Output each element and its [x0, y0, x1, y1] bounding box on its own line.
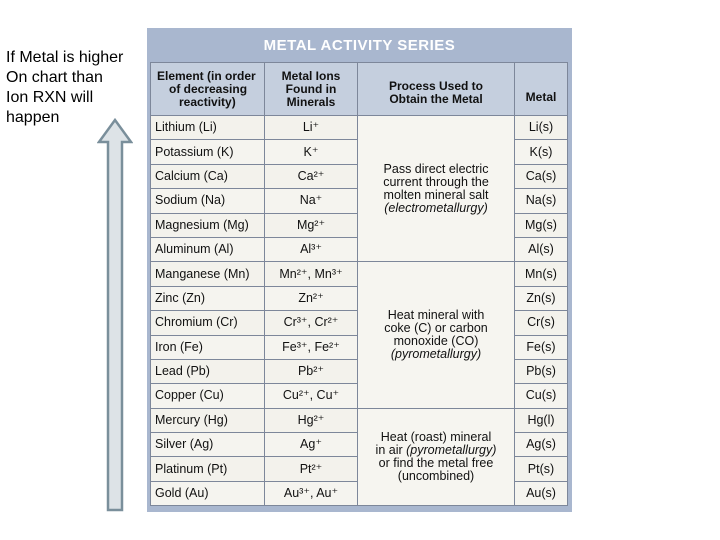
table-row: Manganese (Mn) Mn²⁺, Mn³⁺ Heat mineral wit…: [150, 261, 568, 409]
ions-cell: Mn²⁺, Mn³⁺: [264, 261, 358, 287]
process-line: (uncombined): [397, 468, 475, 483]
table-row: Zinc (Zn) Zn²⁺ Zn(s): [150, 285, 568, 312]
process-line: molten mineral salt: [383, 187, 489, 202]
header-row: Element (in order of decreasing reactivi…: [150, 62, 568, 116]
ions-cell: Cr³⁺, Cr²⁺: [264, 310, 358, 336]
element-cell: Iron (Fe): [150, 334, 265, 360]
ions-cell: Mg²⁺: [264, 212, 358, 238]
process-line: Pass direct electric: [383, 161, 489, 176]
element-cell: Calcium (Ca): [150, 163, 265, 190]
ions-cell: Al³⁺: [264, 236, 358, 263]
metal-cell: Zn(s): [514, 285, 568, 312]
metal-cell: Ca(s): [514, 163, 568, 190]
up-arrow-icon: [97, 118, 133, 512]
activity-table: Element (in order of decreasing reactivi…: [150, 62, 568, 507]
note-line: If Metal is higher: [6, 49, 124, 66]
element-cell: Lithium (Li): [150, 114, 265, 141]
element-cell: Sodium (Na): [150, 188, 265, 214]
note-line: Ion RXN will: [6, 89, 94, 106]
process-cell: Heat mineral with coke (C) or carbon monox…: [357, 261, 515, 409]
metal-cell: K(s): [514, 139, 568, 165]
element-cell: Manganese (Mn): [150, 261, 265, 287]
note-line: happen: [6, 109, 60, 126]
metal-cell: Pb(s): [514, 358, 568, 385]
table-row: Lead (Pb) Pb²⁺ Pb(s): [150, 358, 568, 385]
metal-cell: Au(s): [514, 480, 568, 507]
element-cell: Magnesium (Mg): [150, 212, 265, 238]
table-row: Gold (Au) Au³⁺, Au⁺ Au(s): [150, 480, 568, 507]
ions-cell: Pb²⁺: [264, 358, 358, 385]
ions-cell: Li⁺: [264, 114, 358, 141]
annotation-note: If Metal is higher On chart than Ion RXN…: [6, 48, 146, 128]
element-cell: Chromium (Cr): [150, 310, 265, 336]
note-line: On chart than: [6, 69, 103, 86]
process-line: monoxide (CO): [393, 334, 479, 349]
element-cell: Lead (Pb): [150, 358, 265, 385]
table-row: Calcium (Ca) Ca²⁺ Ca(s): [150, 163, 568, 190]
table-row: Copper (Cu) Cu²⁺, Cu⁺ Cu(s): [150, 383, 568, 409]
process-cell: Heat (roast) mineral in air (pyrometallur…: [357, 407, 515, 507]
metal-cell: Al(s): [514, 236, 568, 263]
table-row: Chromium (Cr) Cr³⁺, Cr²⁺ Cr(s): [150, 310, 568, 336]
process-line: in air: [375, 442, 403, 457]
ions-cell: Ag⁺: [264, 432, 358, 458]
ions-cell: Cu²⁺, Cu⁺: [264, 383, 358, 409]
process-line: or find the metal free: [378, 455, 494, 470]
ions-cell: K⁺: [264, 139, 358, 165]
metal-cell: Fe(s): [514, 334, 568, 360]
process-method: (pyrometallurgy): [390, 347, 482, 362]
table-row: Lithium (Li) Li⁺ Pass direct electric curre…: [150, 114, 568, 263]
header-metal: Metal: [514, 62, 568, 116]
metal-cell: Li(s): [514, 114, 568, 141]
ions-cell: Pt²⁺: [264, 456, 358, 482]
process-line: Heat (roast) mineral: [380, 429, 492, 444]
metal-cell: Ag(s): [514, 432, 568, 458]
table-row: Iron (Fe) Fe³⁺, Fe²⁺ Fe(s): [150, 334, 568, 360]
ions-cell: Fe³⁺, Fe²⁺: [264, 334, 358, 360]
metal-activity-series-panel: METAL ACTIVITY SERIES Element (in order …: [147, 28, 572, 512]
element-cell: Aluminum (Al): [150, 236, 265, 263]
metal-cell: Mn(s): [514, 261, 568, 287]
process-line: Heat mineral with: [387, 308, 485, 323]
metal-cell: Cr(s): [514, 310, 568, 336]
header-ions: Metal Ions Found in Minerals: [264, 62, 358, 116]
header-element: Element (in order of decreasing reactivi…: [150, 62, 265, 116]
process-line: coke (C) or carbon: [384, 321, 488, 336]
element-cell: Zinc (Zn): [150, 285, 265, 312]
metal-cell: Pt(s): [514, 456, 568, 482]
element-cell: Mercury (Hg): [150, 407, 265, 434]
table-row: Mercury (Hg) Hg²⁺ Heat (roast) mineral in a…: [150, 407, 568, 507]
element-cell: Gold (Au): [150, 480, 265, 507]
element-cell: Silver (Ag): [150, 432, 265, 458]
table-row: Platinum (Pt) Pt²⁺ Pt(s): [150, 456, 568, 482]
header-process: Process Used to Obtain the Metal: [357, 62, 515, 116]
ions-cell: Zn²⁺: [264, 285, 358, 312]
table-row: Aluminum (Al) Al³⁺ Al(s): [150, 236, 568, 263]
ions-cell: Ca²⁺: [264, 163, 358, 190]
metal-cell: Cu(s): [514, 383, 568, 409]
table-row: Potassium (K) K⁺ K(s): [150, 139, 568, 165]
metal-cell: Na(s): [514, 188, 568, 214]
table-row: Silver (Ag) Ag⁺ Ag(s): [150, 432, 568, 458]
process-line: current through the: [383, 174, 489, 189]
element-cell: Potassium (K): [150, 139, 265, 165]
metal-cell: Hg(l): [514, 407, 568, 434]
ions-cell: Hg²⁺: [264, 407, 358, 434]
panel-title: METAL ACTIVITY SERIES: [263, 37, 456, 54]
process-method: (pyrometallurgy): [406, 442, 497, 457]
table-row: Magnesium (Mg) Mg²⁺ Mg(s): [150, 212, 568, 238]
element-cell: Platinum (Pt): [150, 456, 265, 482]
metal-cell: Mg(s): [514, 212, 568, 238]
ions-cell: Na⁺: [264, 188, 358, 214]
process-cell: Pass direct electric current through the m…: [357, 114, 515, 263]
element-cell: Copper (Cu): [150, 383, 265, 409]
ions-cell: Au³⁺, Au⁺: [264, 480, 358, 507]
process-method: (electrometallurgy): [384, 200, 488, 215]
table-row: Sodium (Na) Na⁺ Na(s): [150, 188, 568, 214]
